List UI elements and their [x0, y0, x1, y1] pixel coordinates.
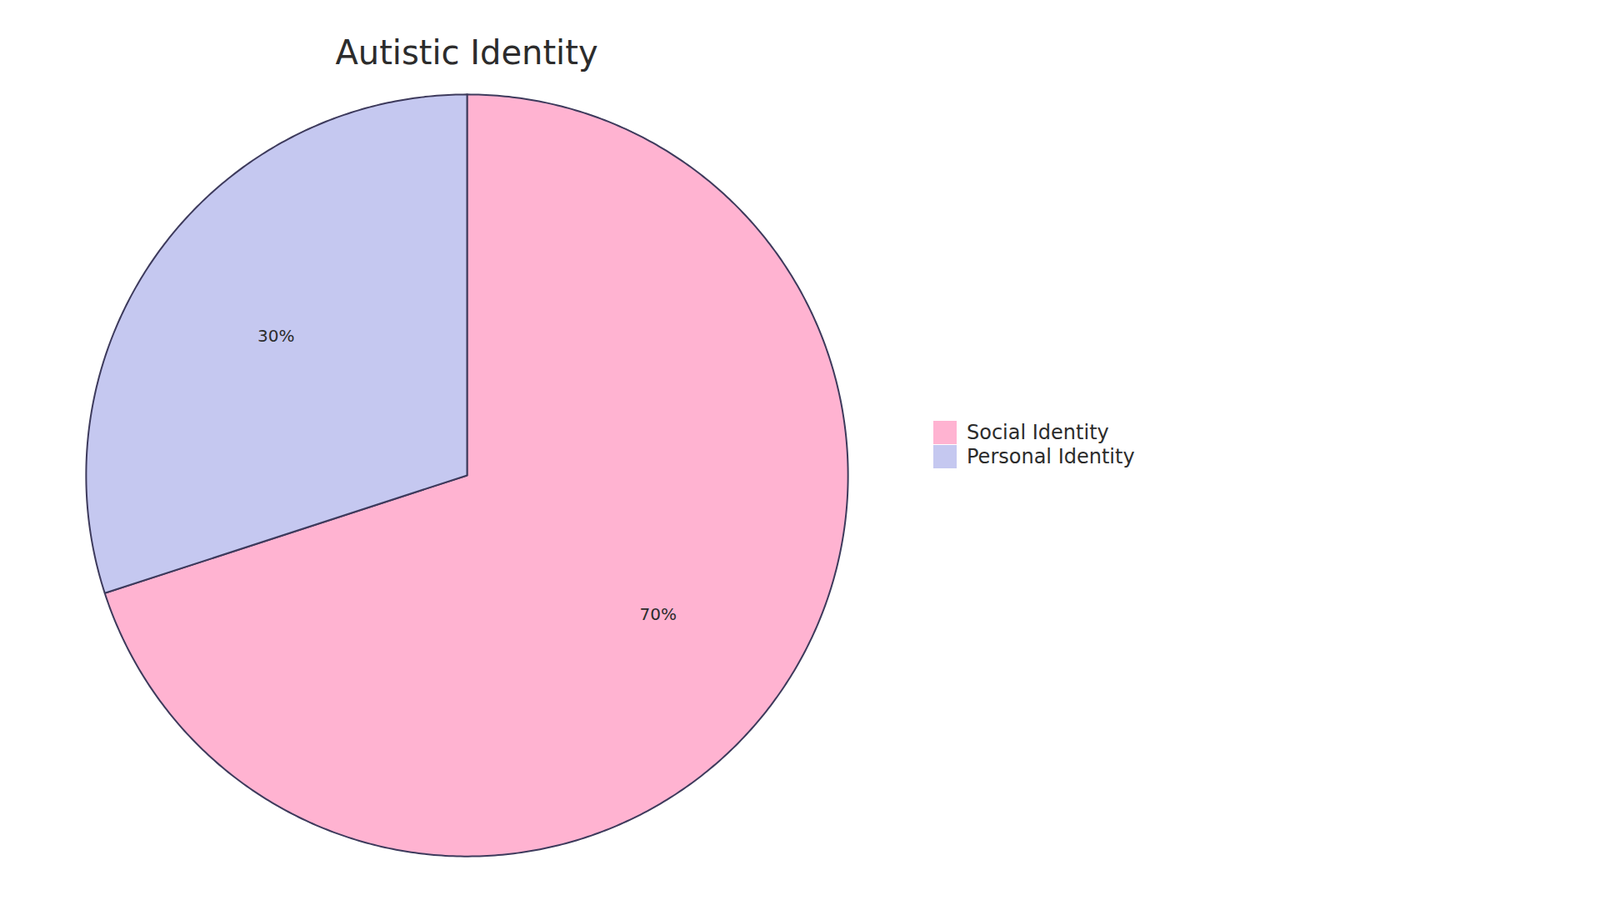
- svg-text:70%: 70%: [640, 603, 677, 624]
- html-text:Autistic Identity: Autistic Identity: [335, 33, 598, 72]
- html-text:Personal Identity: Personal Identity: [966, 445, 1135, 469]
- html-text:Social Identity: Social Identity: [966, 420, 1109, 445]
- svg-text:30%: 30%: [257, 325, 295, 346]
